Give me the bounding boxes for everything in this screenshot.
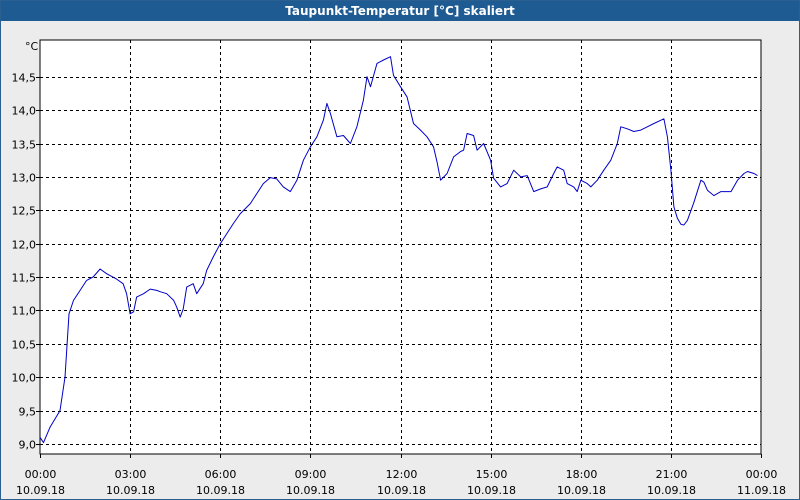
y-tick-label: 10,0 [12, 372, 37, 385]
y-axis: 9,0 9,5 10,0 10,5 11,0 11,5 12,0 12,5 13,0 13,5 14… [12, 72, 40, 452]
x-tick-date-label: 10.09.18 [16, 484, 65, 497]
y-axis-unit-label: °C [25, 40, 39, 53]
y-tick-label: 13,0 [12, 172, 37, 185]
x-tick-time-label: 15:00 [476, 468, 508, 481]
series-line-dewpoint [39, 56, 758, 444]
x-tick-date-label: 10.09.18 [377, 484, 426, 497]
y-tick-label: 10,5 [12, 339, 37, 352]
y-tick-label: 11,0 [12, 305, 37, 318]
x-tick-time-label: 00:00 [25, 468, 57, 481]
chart-title: Taupunkt-Temperatur [°C] skaliert [1, 1, 799, 21]
x-tick-time-label: 21:00 [656, 468, 688, 481]
y-tick-label: 9,0 [19, 439, 37, 452]
grid [40, 40, 761, 454]
x-tick-time-label: 00:00 [746, 468, 778, 481]
x-tick-date-label: 10.09.18 [106, 484, 155, 497]
y-tick-label: 12,5 [12, 205, 37, 218]
x-tick-time-label: 06:00 [205, 468, 237, 481]
y-tick-label: 12,0 [12, 239, 37, 252]
x-axis: 00:00 10.09.18 03:00 10.09.18 06:00 10.09.18 0… [16, 454, 786, 497]
plot-area [39, 39, 762, 455]
x-tick-date-label: 10.09.18 [286, 484, 335, 497]
x-tick-date-label: 10.09.18 [557, 484, 606, 497]
x-tick-time-label: 18:00 [566, 468, 598, 481]
x-tick-time-label: 12:00 [386, 468, 418, 481]
series-group [39, 56, 758, 444]
y-tick-label: 9,5 [19, 406, 37, 419]
y-tick-label: 11,5 [12, 272, 37, 285]
x-tick-date-label: 10.09.18 [467, 484, 516, 497]
x-tick-time-label: 09:00 [295, 468, 327, 481]
y-tick-label: 14,0 [12, 105, 37, 118]
y-tick-label: 14,5 [12, 72, 37, 85]
x-tick-date-label: 11.09.18 [737, 484, 786, 497]
x-tick-date-label: 10.09.18 [196, 484, 245, 497]
x-tick-date-label: 10.09.18 [647, 484, 696, 497]
y-tick-label: 13,5 [12, 139, 37, 152]
x-tick-time-label: 03:00 [115, 468, 147, 481]
